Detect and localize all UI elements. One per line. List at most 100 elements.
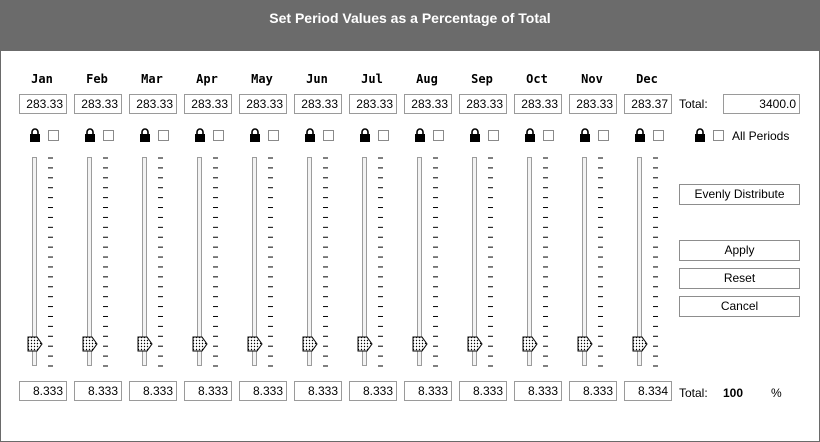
period-value-field[interactable]: 283.33 xyxy=(294,94,342,114)
period-lock-checkbox[interactable] xyxy=(598,130,609,141)
evenly-distribute-button[interactable]: Evenly Distribute xyxy=(679,184,800,205)
month-label: Jul xyxy=(361,72,383,86)
month-label: Sep xyxy=(471,72,493,86)
period-percent-field[interactable]: 8.333 xyxy=(74,381,122,401)
slider-thumb-icon[interactable] xyxy=(577,336,593,352)
total-value-field[interactable]: 3400.0 xyxy=(723,94,800,114)
month-label: Aug xyxy=(416,72,438,86)
total-label: Total: xyxy=(679,97,708,111)
slider-ticks xyxy=(158,157,163,367)
slider-thumb-icon[interactable] xyxy=(467,336,483,352)
period-percent-field[interactable]: 8.333 xyxy=(404,381,452,401)
period-slider-track[interactable] xyxy=(87,157,92,366)
all-periods-checkbox[interactable] xyxy=(713,130,724,141)
slider-thumb-icon[interactable] xyxy=(192,336,208,352)
period-lock-checkbox[interactable] xyxy=(158,130,169,141)
lock-icon xyxy=(415,128,425,142)
period-percent-field[interactable]: 8.333 xyxy=(19,381,67,401)
period-percent-field[interactable]: 8.333 xyxy=(349,381,397,401)
period-value-field[interactable]: 283.33 xyxy=(459,94,507,114)
lock-icon xyxy=(360,128,370,142)
month-label: May xyxy=(251,72,273,86)
month-label: Apr xyxy=(196,72,218,86)
period-value-field[interactable]: 283.33 xyxy=(129,94,177,114)
slider-ticks xyxy=(378,157,383,367)
period-slider-track[interactable] xyxy=(307,157,312,366)
period-lock-checkbox[interactable] xyxy=(103,130,114,141)
period-percent-field[interactable]: 8.333 xyxy=(514,381,562,401)
slider-thumb-icon[interactable] xyxy=(357,336,373,352)
period-slider-track[interactable] xyxy=(252,157,257,366)
lock-icon xyxy=(695,128,705,142)
period-value-field[interactable]: 283.33 xyxy=(19,94,67,114)
lock-icon xyxy=(305,128,315,142)
period-value-field[interactable]: 283.33 xyxy=(184,94,232,114)
slider-ticks xyxy=(323,157,328,367)
period-lock-checkbox[interactable] xyxy=(323,130,334,141)
lock-icon xyxy=(30,128,40,142)
period-lock-checkbox[interactable] xyxy=(268,130,279,141)
slider-thumb-icon[interactable] xyxy=(302,336,318,352)
month-label: Mar xyxy=(141,72,163,86)
month-label: Nov xyxy=(581,72,603,86)
period-percent-field[interactable]: 8.333 xyxy=(129,381,177,401)
lock-icon xyxy=(580,128,590,142)
period-slider-track[interactable] xyxy=(637,157,642,366)
period-slider-track[interactable] xyxy=(142,157,147,366)
slider-thumb-icon[interactable] xyxy=(632,336,648,352)
period-slider-track[interactable] xyxy=(582,157,587,366)
slider-thumb-icon[interactable] xyxy=(137,336,153,352)
period-value-field[interactable]: 283.33 xyxy=(404,94,452,114)
dialog-title: Set Period Values as a Percentage of Tot… xyxy=(0,0,820,51)
period-percent-field[interactable]: 8.334 xyxy=(624,381,672,401)
slider-thumb-icon[interactable] xyxy=(412,336,428,352)
slider-ticks xyxy=(543,157,548,367)
period-percent-field[interactable]: 8.333 xyxy=(184,381,232,401)
period-value-field[interactable]: 283.33 xyxy=(514,94,562,114)
lock-icon xyxy=(250,128,260,142)
period-value-field[interactable]: 283.33 xyxy=(569,94,617,114)
period-percent-field[interactable]: 8.333 xyxy=(294,381,342,401)
cancel-button[interactable]: Cancel xyxy=(679,296,800,317)
month-label: Feb xyxy=(86,72,108,86)
period-value-field[interactable]: 283.33 xyxy=(74,94,122,114)
period-percent-field[interactable]: 8.333 xyxy=(569,381,617,401)
period-value-field[interactable]: 283.37 xyxy=(624,94,672,114)
percent-total-value: 100 xyxy=(723,386,744,400)
period-slider-track[interactable] xyxy=(362,157,367,366)
reset-button[interactable]: Reset xyxy=(679,268,800,289)
apply-button[interactable]: Apply xyxy=(679,240,800,261)
slider-ticks xyxy=(268,157,273,367)
lock-icon xyxy=(195,128,205,142)
period-percent-field[interactable]: 8.333 xyxy=(459,381,507,401)
period-lock-checkbox[interactable] xyxy=(378,130,389,141)
slider-thumb-icon[interactable] xyxy=(82,336,98,352)
slider-ticks xyxy=(433,157,438,367)
period-lock-checkbox[interactable] xyxy=(213,130,224,141)
period-lock-checkbox[interactable] xyxy=(433,130,444,141)
slider-ticks xyxy=(653,157,658,367)
slider-ticks xyxy=(598,157,603,367)
period-slider-track[interactable] xyxy=(472,157,477,366)
period-slider-track[interactable] xyxy=(527,157,532,366)
period-slider-track[interactable] xyxy=(197,157,202,366)
lock-icon xyxy=(140,128,150,142)
period-slider-track[interactable] xyxy=(417,157,422,366)
period-value-field[interactable]: 283.33 xyxy=(349,94,397,114)
period-lock-checkbox[interactable] xyxy=(543,130,554,141)
lock-icon xyxy=(470,128,480,142)
period-lock-checkbox[interactable] xyxy=(48,130,59,141)
slider-ticks xyxy=(48,157,53,367)
lock-icon xyxy=(635,128,645,142)
period-lock-checkbox[interactable] xyxy=(653,130,664,141)
slider-thumb-icon[interactable] xyxy=(27,336,43,352)
slider-thumb-icon[interactable] xyxy=(247,336,263,352)
period-lock-checkbox[interactable] xyxy=(488,130,499,141)
slider-ticks xyxy=(103,157,108,367)
period-value-field[interactable]: 283.33 xyxy=(239,94,287,114)
period-percent-field[interactable]: 8.333 xyxy=(239,381,287,401)
slider-thumb-icon[interactable] xyxy=(522,336,538,352)
slider-ticks xyxy=(213,157,218,367)
period-slider-track[interactable] xyxy=(32,157,37,366)
